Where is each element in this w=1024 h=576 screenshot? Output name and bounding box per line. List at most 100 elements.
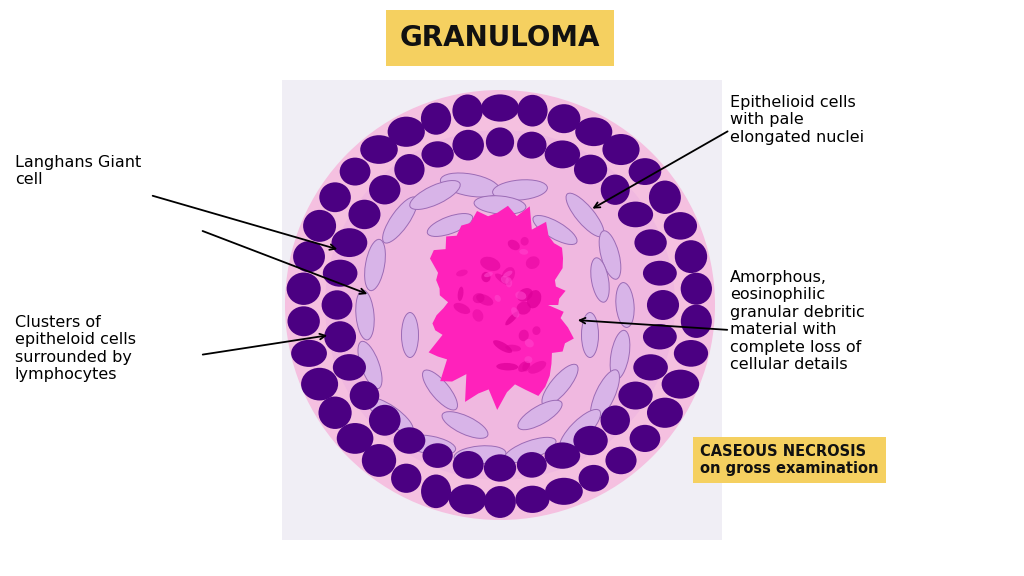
Ellipse shape xyxy=(525,339,534,347)
Ellipse shape xyxy=(449,484,486,514)
Ellipse shape xyxy=(404,435,456,455)
Ellipse shape xyxy=(476,294,494,306)
Ellipse shape xyxy=(369,175,400,204)
Ellipse shape xyxy=(421,475,451,508)
Ellipse shape xyxy=(442,412,488,438)
Ellipse shape xyxy=(472,309,483,321)
Ellipse shape xyxy=(323,260,357,287)
Text: Clusters of
epitheloid cells
surrounded by
lymphocytes: Clusters of epitheloid cells surrounded … xyxy=(15,315,136,382)
Ellipse shape xyxy=(519,249,528,255)
Ellipse shape xyxy=(474,196,526,214)
Ellipse shape xyxy=(325,321,356,353)
Ellipse shape xyxy=(495,295,501,302)
Ellipse shape xyxy=(681,305,712,338)
Ellipse shape xyxy=(456,270,468,276)
Ellipse shape xyxy=(662,370,699,399)
Ellipse shape xyxy=(422,141,454,168)
Ellipse shape xyxy=(681,272,712,305)
Ellipse shape xyxy=(291,340,327,367)
Ellipse shape xyxy=(511,307,519,317)
Ellipse shape xyxy=(337,423,374,454)
Ellipse shape xyxy=(518,361,530,372)
Ellipse shape xyxy=(505,312,519,325)
Ellipse shape xyxy=(610,330,630,380)
Ellipse shape xyxy=(545,442,581,469)
Ellipse shape xyxy=(497,363,518,370)
Ellipse shape xyxy=(484,454,516,482)
Ellipse shape xyxy=(508,240,520,250)
Ellipse shape xyxy=(515,486,550,513)
Ellipse shape xyxy=(517,288,532,302)
Ellipse shape xyxy=(453,130,484,161)
Ellipse shape xyxy=(453,94,482,127)
Text: Langhans Giant
cell: Langhans Giant cell xyxy=(15,155,141,187)
Ellipse shape xyxy=(629,158,662,185)
Ellipse shape xyxy=(618,381,652,410)
Ellipse shape xyxy=(361,444,396,477)
Ellipse shape xyxy=(401,313,419,358)
Ellipse shape xyxy=(643,261,677,286)
Ellipse shape xyxy=(332,228,368,257)
Ellipse shape xyxy=(647,397,683,428)
Ellipse shape xyxy=(493,180,548,200)
Ellipse shape xyxy=(454,446,506,464)
Ellipse shape xyxy=(365,240,385,291)
Ellipse shape xyxy=(481,272,490,282)
Ellipse shape xyxy=(675,240,708,273)
Ellipse shape xyxy=(633,354,668,381)
Ellipse shape xyxy=(367,397,413,433)
Ellipse shape xyxy=(301,368,338,400)
Ellipse shape xyxy=(481,94,519,122)
Ellipse shape xyxy=(458,287,464,301)
Ellipse shape xyxy=(515,291,526,300)
Ellipse shape xyxy=(579,465,609,492)
Ellipse shape xyxy=(501,276,509,284)
Ellipse shape xyxy=(520,237,528,245)
Ellipse shape xyxy=(575,118,612,146)
Ellipse shape xyxy=(393,427,425,454)
Ellipse shape xyxy=(293,241,325,272)
Ellipse shape xyxy=(440,173,500,197)
Ellipse shape xyxy=(423,444,453,468)
Ellipse shape xyxy=(600,406,630,435)
Ellipse shape xyxy=(573,426,607,455)
Ellipse shape xyxy=(526,256,540,269)
Ellipse shape xyxy=(319,183,351,212)
Ellipse shape xyxy=(545,478,583,505)
Circle shape xyxy=(285,90,715,520)
Text: GRANULOMA: GRANULOMA xyxy=(399,24,600,52)
Ellipse shape xyxy=(503,271,512,278)
Ellipse shape xyxy=(358,342,382,389)
Ellipse shape xyxy=(454,303,470,314)
Text: CASEOUS NECROSIS
on gross examination: CASEOUS NECROSIS on gross examination xyxy=(700,444,879,476)
Ellipse shape xyxy=(427,214,473,237)
Ellipse shape xyxy=(601,175,630,205)
Ellipse shape xyxy=(421,103,452,135)
Ellipse shape xyxy=(516,302,530,314)
Ellipse shape xyxy=(664,212,697,240)
Ellipse shape xyxy=(517,132,547,158)
Ellipse shape xyxy=(566,193,604,237)
Ellipse shape xyxy=(388,117,425,147)
Ellipse shape xyxy=(506,277,512,287)
Ellipse shape xyxy=(480,257,501,271)
Polygon shape xyxy=(429,206,573,410)
Ellipse shape xyxy=(559,410,600,450)
Ellipse shape xyxy=(453,451,483,479)
Ellipse shape xyxy=(532,215,578,244)
Ellipse shape xyxy=(484,272,493,277)
Ellipse shape xyxy=(524,356,532,363)
Ellipse shape xyxy=(602,134,640,165)
Ellipse shape xyxy=(473,293,484,303)
Ellipse shape xyxy=(542,364,579,406)
Ellipse shape xyxy=(518,400,562,430)
Ellipse shape xyxy=(674,340,708,367)
Ellipse shape xyxy=(630,425,660,452)
Ellipse shape xyxy=(391,464,422,493)
Ellipse shape xyxy=(574,155,607,184)
Ellipse shape xyxy=(348,200,381,229)
Ellipse shape xyxy=(643,324,677,350)
Ellipse shape xyxy=(484,486,516,518)
Ellipse shape xyxy=(545,141,581,168)
Ellipse shape xyxy=(303,210,336,242)
